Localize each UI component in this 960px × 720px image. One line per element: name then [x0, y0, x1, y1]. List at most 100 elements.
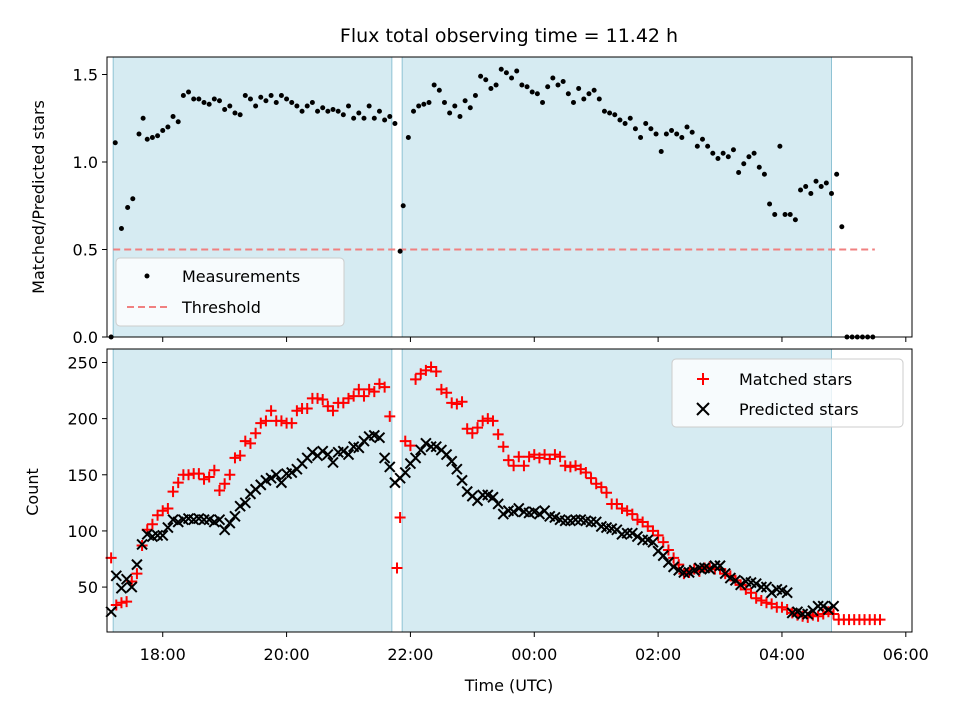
predicted-star-point-5	[131, 558, 143, 571]
measurement-point-135	[803, 184, 809, 189]
x-tick-label-5: 04:00	[759, 645, 805, 664]
figure-title: Flux total observing time = 11.42 h	[340, 25, 678, 47]
matched-star-point-66	[446, 397, 458, 409]
x-axis-label: Time (UTC)	[464, 676, 553, 695]
measurement-point-130	[777, 143, 783, 149]
measurement-point-75	[493, 82, 499, 88]
measurement-point-82	[529, 89, 535, 95]
measurement-point-40	[315, 108, 321, 114]
bottom-y-tick-label-4: 250	[67, 353, 98, 372]
measurement-point-131	[782, 212, 788, 217]
predicted-star-point-117	[709, 560, 721, 572]
matched-star-point-81	[523, 451, 535, 463]
matched-star-point-43	[327, 405, 339, 417]
measurement-point-49	[361, 115, 367, 121]
matched-star-point-11	[162, 502, 174, 514]
legend-matched-marker	[697, 373, 709, 385]
measurement-point-88	[560, 79, 566, 84]
measurement-point-121	[730, 147, 736, 153]
matched-star-point-15	[183, 469, 195, 481]
measurement-point-120	[725, 154, 731, 160]
measurement-point-87	[555, 82, 561, 88]
matched-star-point-127	[760, 597, 772, 609]
measurement-point-46	[346, 103, 351, 109]
measurement-point-28	[253, 103, 259, 109]
measurement-point-80	[519, 82, 525, 88]
legend-matched-label: Matched stars	[739, 370, 852, 389]
matched-star-point-59	[410, 373, 422, 385]
measurement-point-119	[720, 150, 726, 156]
predicted-star-point-68	[456, 474, 468, 487]
measurement-point-69	[462, 98, 468, 104]
matched-star-point-13	[172, 477, 184, 489]
matched-star-point-29	[255, 417, 267, 429]
measurement-point-39	[309, 100, 315, 105]
matched-star-point-12	[167, 486, 179, 498]
matched-star-point-137	[812, 610, 824, 622]
matched-star-point-96	[601, 487, 613, 499]
matched-star-point-93	[585, 472, 597, 484]
matched-star-point-149	[874, 614, 886, 626]
measurement-point-29	[258, 94, 264, 100]
measurement-point-14	[180, 93, 186, 98]
measurement-point-20	[211, 96, 217, 102]
matched-star-point-46	[343, 392, 354, 404]
measurement-point-116	[705, 143, 711, 149]
predicted-star-point-128	[765, 586, 778, 599]
matched-star-point-102	[631, 514, 643, 526]
measurement-point-26	[242, 93, 248, 98]
matched-star-point-55	[391, 562, 403, 574]
top-panel: 0.0 0.5 1.0 1.5 Matched/Predicted stars Mea…	[29, 56, 913, 347]
matched-star-point-86	[549, 449, 561, 461]
predicted-star-point-60	[415, 444, 427, 456]
matched-star-point-92	[580, 467, 592, 479]
matched-star-point-74	[487, 415, 499, 427]
measurement-point-58	[405, 135, 411, 140]
measurement-point-38	[304, 103, 310, 109]
legend-threshold-label: Threshold	[181, 298, 261, 317]
measurement-point-138	[818, 184, 824, 189]
predicted-star-point-83	[533, 508, 546, 520]
measurement-point-62	[426, 100, 432, 105]
matched-star-point-51	[368, 386, 380, 398]
matched-star-point-124	[745, 587, 757, 599]
measurement-point-118	[715, 156, 721, 161]
measurement-point-134	[798, 187, 804, 193]
measurement-point-71	[472, 93, 478, 98]
measurement-point-15	[186, 89, 192, 95]
measurement-point-132	[787, 212, 793, 217]
predicted-star-point-79	[513, 502, 525, 515]
measurement-point-127	[761, 171, 767, 177]
measurement-point-90	[570, 100, 576, 105]
top-y-tick-label-1: 0.5	[73, 241, 98, 260]
measurement-point-27	[247, 96, 253, 102]
measurement-point-97	[607, 110, 613, 116]
measurement-point-96	[601, 108, 607, 114]
measurement-point-67	[452, 103, 458, 109]
measurement-point-136	[808, 191, 814, 196]
predicted-star-point-18	[198, 513, 210, 526]
predicted-star-point-139	[822, 603, 835, 616]
bottom-axes-frame	[106, 348, 913, 633]
measurement-point-33	[278, 93, 284, 98]
predicted-star-point-131	[781, 586, 793, 599]
measurement-point-63	[431, 82, 437, 88]
matched-star-point-18	[198, 473, 210, 485]
predicted-star-point-21	[213, 513, 226, 526]
measurement-point-48	[356, 110, 362, 116]
measurement-point-18	[201, 100, 207, 105]
bottom-y-axis-label: Count	[23, 468, 42, 516]
predicted-star-point-26	[239, 497, 252, 509]
matched-star-point-73	[482, 413, 494, 425]
measurement-point-83	[534, 91, 540, 97]
predicted-star-point-11	[162, 521, 174, 534]
matched-star-point-36	[291, 405, 303, 417]
bottom-y-tick-label-0: 50	[78, 578, 98, 597]
top-y-tick-label-3: 1.5	[73, 66, 98, 85]
matched-star-point-3	[121, 596, 133, 608]
measurement-point-57	[400, 203, 406, 209]
predicted-star-point-53	[378, 452, 391, 464]
predicted-star-point-88	[559, 515, 571, 527]
bottom-y-tick-label-2: 150	[67, 466, 98, 485]
predicted-star-point-109	[667, 561, 680, 573]
